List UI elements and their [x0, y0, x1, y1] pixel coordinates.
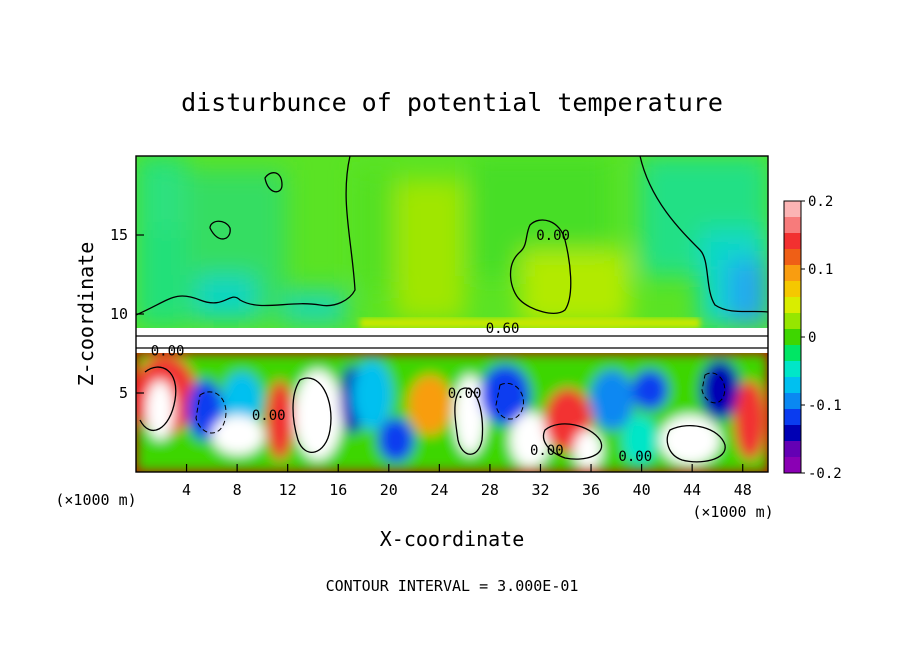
- colorbar-segment: [784, 345, 801, 362]
- x-tick-label: 48: [734, 481, 752, 499]
- colorbar-label: 0.2: [808, 194, 833, 210]
- contour-label: 0.00: [618, 449, 652, 465]
- colorbar-segment: [784, 361, 801, 378]
- colorbar-segment: [784, 217, 801, 234]
- y-tick-label: 5: [119, 384, 128, 402]
- y-axis: 5 10 15: [110, 226, 144, 402]
- colorbar-segment: [784, 457, 801, 474]
- colorbar: 0.2 0.1 0 -0.1 -0.2: [783, 194, 842, 482]
- colorbar-label: 0.1: [808, 262, 833, 278]
- colorbar-segment: [784, 249, 801, 266]
- colorbar-segment: [784, 393, 801, 410]
- contour-label: 0.00: [536, 228, 570, 244]
- x-tick-label: 20: [380, 481, 398, 499]
- x-tick-label: 32: [531, 481, 549, 499]
- x-tick-label: 4: [182, 481, 191, 499]
- y-tick-label: 10: [110, 305, 128, 323]
- x-unit-right: (×1000 m): [692, 503, 773, 521]
- colorbar-segment: [784, 377, 801, 394]
- contour-label: 0.00: [252, 408, 286, 424]
- contour-labels: 0.60 0.00 0.00 0.00 0.00 0.00 0.00: [151, 228, 652, 465]
- contour-label: 0.00: [448, 386, 482, 402]
- x-axis: 4 8 12 16 20 24 28 32 36 40 44 48: [182, 464, 752, 499]
- contour-label: 0.00: [151, 343, 185, 359]
- x-tick-label: 36: [582, 481, 600, 499]
- x-tick-label: 40: [633, 481, 651, 499]
- colorbar-segment: [784, 201, 801, 218]
- colorbar-label: 0: [808, 330, 816, 346]
- colorbar-segment: [784, 297, 801, 314]
- plot-area: [136, 156, 768, 472]
- colorbar-segment: [784, 233, 801, 250]
- colorbar-label: -0.1: [808, 398, 842, 414]
- colorbar-segment: [784, 329, 801, 346]
- x-tick-label: 28: [481, 481, 499, 499]
- y-axis-label: Z-coordinate: [74, 242, 98, 387]
- colorbar-segment: [784, 409, 801, 426]
- x-tick-label: 44: [683, 481, 701, 499]
- colorbar-segment: [784, 425, 801, 442]
- x-axis-label: X-coordinate: [380, 527, 525, 551]
- x-tick-label: 16: [329, 481, 347, 499]
- x-tick-label: 24: [430, 481, 448, 499]
- contour-interval-footer: CONTOUR INTERVAL = 3.000E-01: [326, 577, 579, 595]
- colorbar-segment: [784, 441, 801, 458]
- contour-label: 0.00: [530, 443, 564, 459]
- colorbar-label: -0.2: [808, 466, 842, 482]
- colorbar-segment: [784, 281, 801, 298]
- x-tick-label: 8: [233, 481, 242, 499]
- contour-label: 0.60: [486, 321, 520, 337]
- colorbar-segment: [784, 265, 801, 282]
- x-tick-label: 12: [279, 481, 297, 499]
- y-tick-label: 15: [110, 226, 128, 244]
- x-unit-left: (×1000 m): [55, 491, 136, 509]
- colorbar-segment: [784, 313, 801, 330]
- chart-title: disturbunce of potential temperature: [181, 88, 723, 117]
